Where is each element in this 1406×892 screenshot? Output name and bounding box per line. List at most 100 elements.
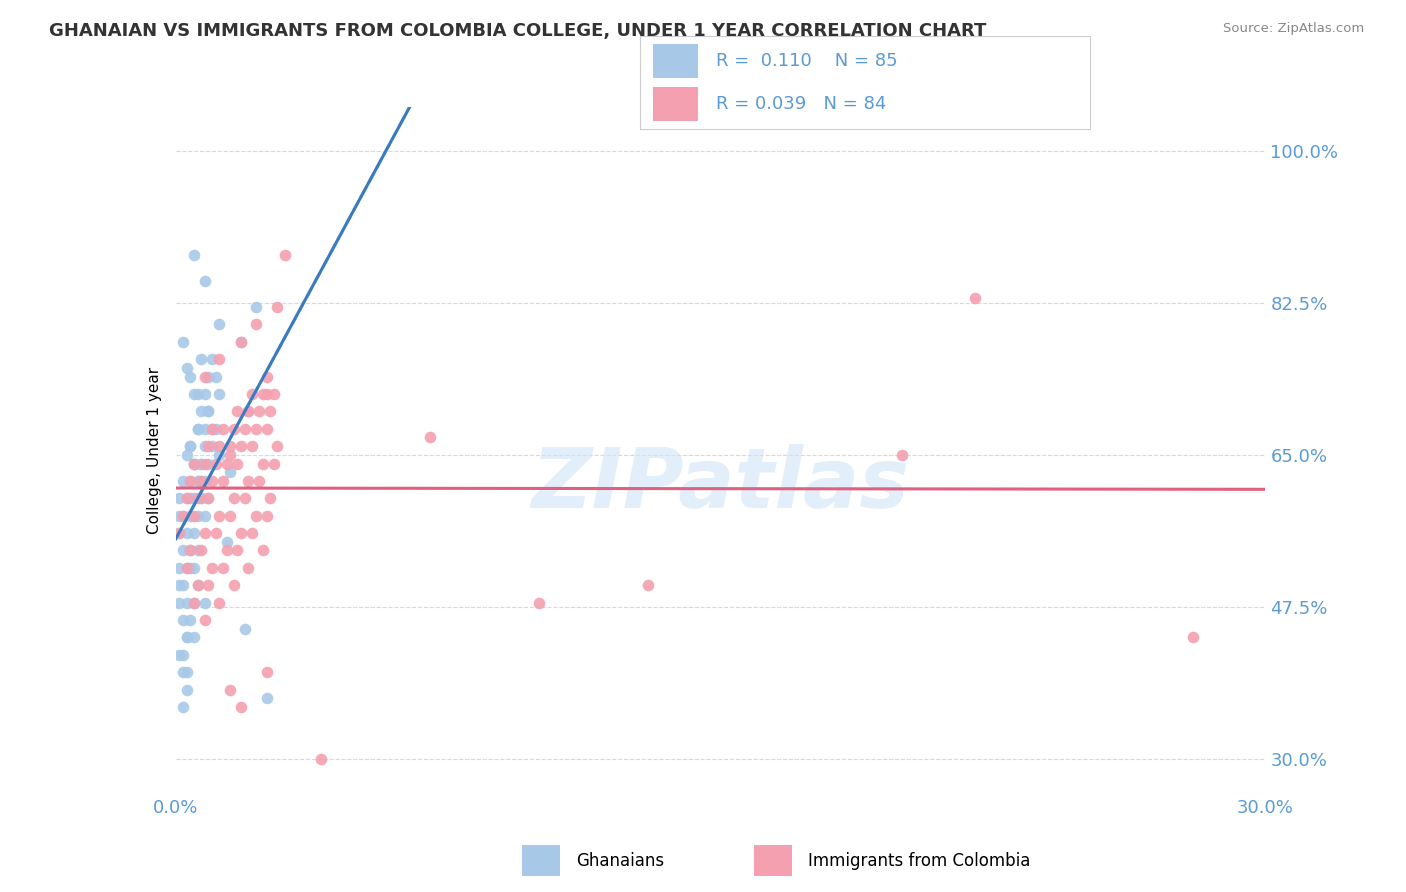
Text: Source: ZipAtlas.com: Source: ZipAtlas.com xyxy=(1223,22,1364,36)
Point xyxy=(212,561,235,575)
Point xyxy=(169,561,191,575)
Point xyxy=(219,439,242,453)
Point xyxy=(169,648,191,662)
Point xyxy=(186,491,209,506)
Point xyxy=(169,526,191,541)
Point xyxy=(194,369,217,384)
Point xyxy=(197,491,219,506)
Point xyxy=(176,631,198,645)
Point xyxy=(238,404,260,418)
Point xyxy=(186,578,209,592)
Point xyxy=(252,457,274,471)
Point xyxy=(194,439,217,453)
Point xyxy=(208,439,231,453)
Point xyxy=(176,561,198,575)
Point xyxy=(204,422,226,436)
Point xyxy=(240,526,263,541)
Point xyxy=(186,543,209,558)
Text: Immigrants from Colombia: Immigrants from Colombia xyxy=(807,852,1031,870)
Point xyxy=(256,369,278,384)
Y-axis label: College, Under 1 year: College, Under 1 year xyxy=(146,367,162,534)
Point xyxy=(169,491,191,506)
Text: R =  0.110    N = 85: R = 0.110 N = 85 xyxy=(716,52,898,70)
FancyBboxPatch shape xyxy=(654,44,699,78)
Point xyxy=(186,474,209,488)
Point xyxy=(1181,631,1204,645)
Point xyxy=(222,422,245,436)
Point xyxy=(204,457,226,471)
Point xyxy=(197,491,219,506)
Point xyxy=(183,248,205,262)
Point xyxy=(176,561,198,575)
Point xyxy=(183,491,205,506)
Point xyxy=(222,578,245,592)
Text: R = 0.039   N = 84: R = 0.039 N = 84 xyxy=(716,95,887,113)
Point xyxy=(179,439,201,453)
Point xyxy=(194,387,217,401)
Point xyxy=(247,404,270,418)
Point xyxy=(194,526,217,541)
Point xyxy=(201,352,224,367)
FancyBboxPatch shape xyxy=(654,87,699,121)
Point xyxy=(186,474,209,488)
Point xyxy=(212,422,235,436)
Point xyxy=(238,404,260,418)
Point xyxy=(197,439,219,453)
Point xyxy=(172,334,194,349)
Point xyxy=(169,596,191,610)
Point xyxy=(245,508,267,523)
Point xyxy=(194,474,217,488)
Point xyxy=(190,474,212,488)
Point xyxy=(179,474,201,488)
Point xyxy=(190,543,212,558)
Point xyxy=(274,248,297,262)
Point xyxy=(256,508,278,523)
Point xyxy=(183,508,205,523)
Point xyxy=(172,543,194,558)
Point xyxy=(240,439,263,453)
Point xyxy=(172,508,194,523)
Point xyxy=(190,352,212,367)
Point xyxy=(190,491,212,506)
Point xyxy=(231,334,253,349)
Point xyxy=(190,474,212,488)
Point xyxy=(183,631,205,645)
Point xyxy=(176,631,198,645)
Point xyxy=(169,508,191,523)
Point xyxy=(179,508,201,523)
Point xyxy=(245,300,267,314)
Point xyxy=(201,474,224,488)
Point xyxy=(252,543,274,558)
Point xyxy=(208,318,231,332)
Point xyxy=(176,526,198,541)
Point xyxy=(183,561,205,575)
Point xyxy=(212,474,235,488)
Point xyxy=(201,439,224,453)
Point xyxy=(219,682,242,697)
Point xyxy=(238,474,260,488)
Point xyxy=(208,352,231,367)
Point xyxy=(527,596,550,610)
Point xyxy=(176,491,198,506)
Point xyxy=(266,439,288,453)
Point xyxy=(190,457,212,471)
Point xyxy=(179,543,201,558)
Point xyxy=(179,613,201,627)
Point xyxy=(215,457,238,471)
Point xyxy=(215,543,238,558)
Point xyxy=(183,526,205,541)
Point xyxy=(176,360,198,375)
Point xyxy=(256,691,278,706)
Point xyxy=(169,526,191,541)
Point xyxy=(176,596,198,610)
Point xyxy=(259,404,281,418)
Point xyxy=(194,613,217,627)
Point xyxy=(169,578,191,592)
Point xyxy=(201,422,224,436)
Point xyxy=(172,648,194,662)
Point xyxy=(204,526,226,541)
Point xyxy=(190,404,212,418)
Point xyxy=(183,596,205,610)
Point xyxy=(179,491,201,506)
Point xyxy=(201,561,224,575)
